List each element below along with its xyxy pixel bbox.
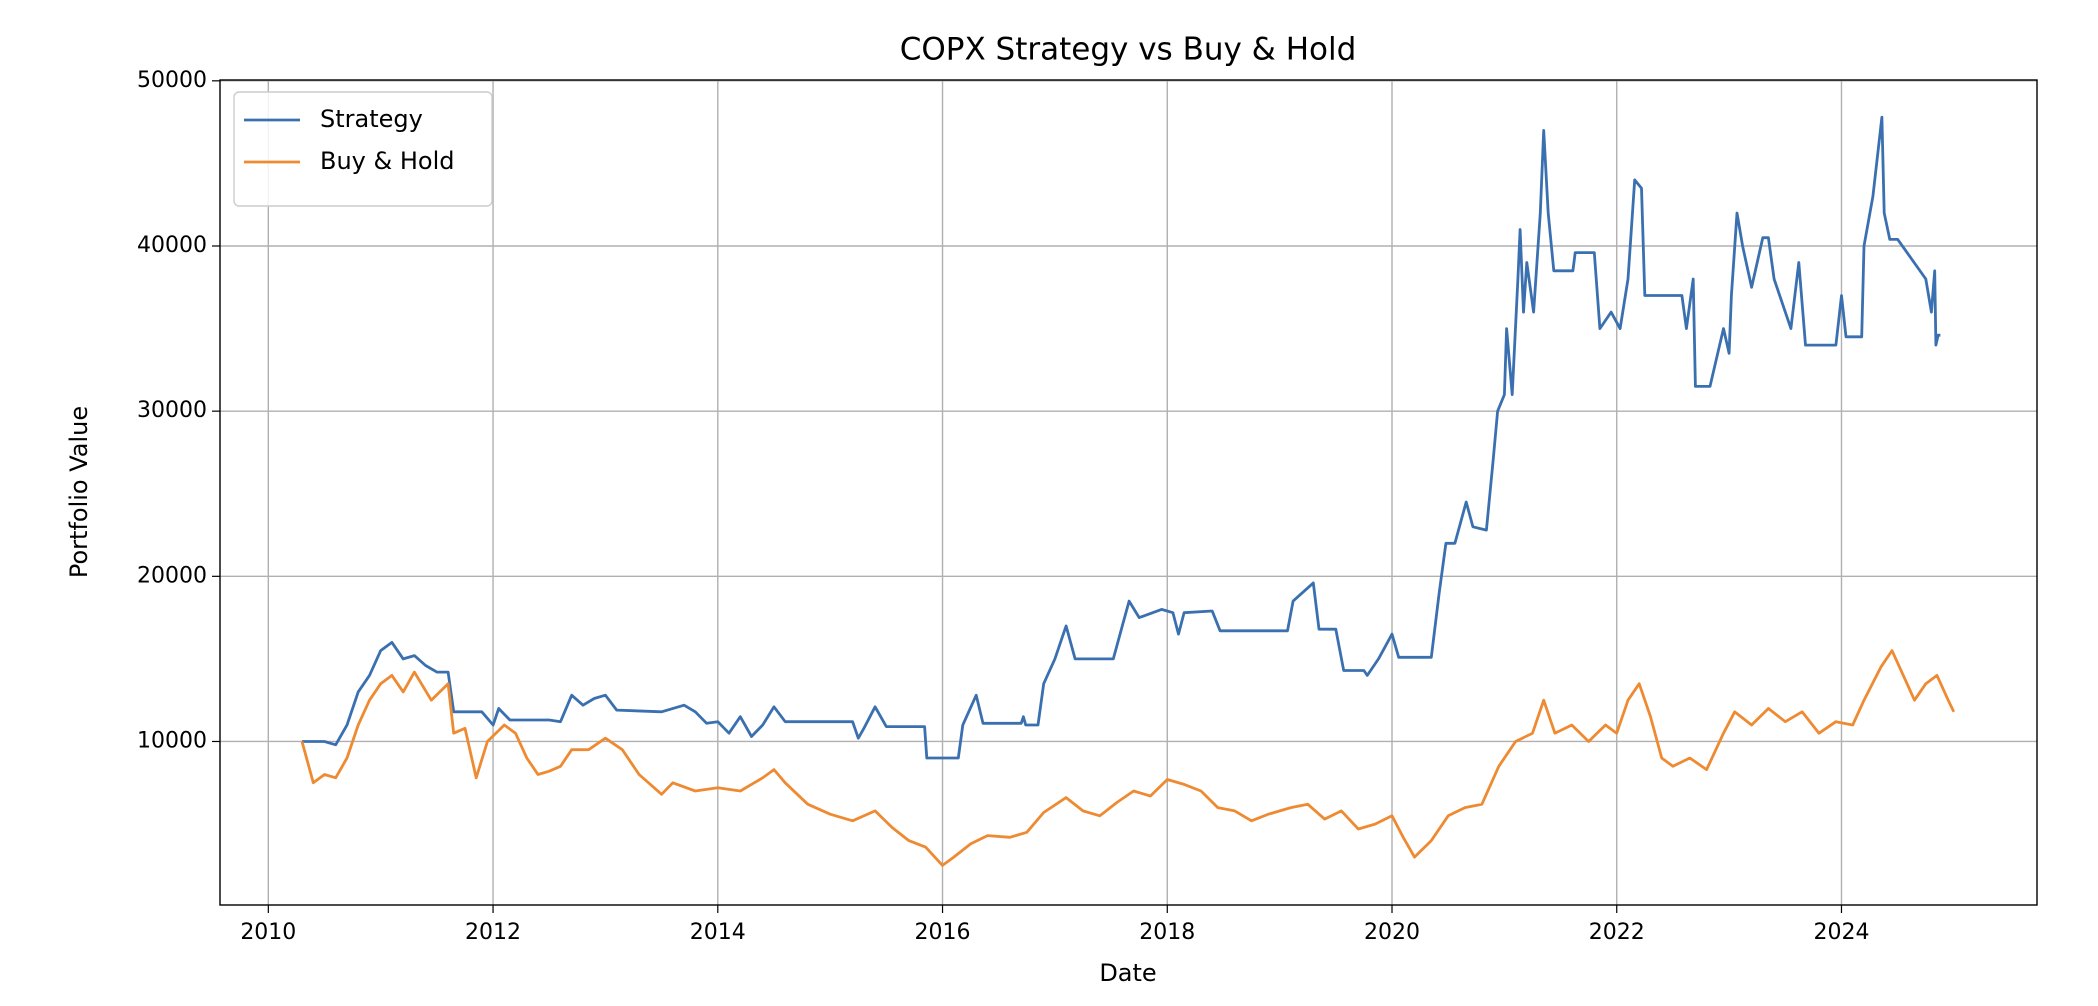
y-tick-label: 10000 bbox=[137, 728, 207, 753]
x-tick-label: 2020 bbox=[1364, 920, 1420, 945]
x-tick-label: 2018 bbox=[1139, 920, 1195, 945]
y-tick-label: 20000 bbox=[137, 563, 207, 588]
x-tick-label: 2016 bbox=[915, 920, 971, 945]
y-tick-label: 30000 bbox=[137, 398, 207, 423]
plot-frame bbox=[219, 79, 2038, 906]
x-tick-label: 2010 bbox=[240, 920, 296, 945]
y-axis-label: Portfolio Value bbox=[65, 406, 93, 578]
x-tick-label: 2014 bbox=[690, 920, 746, 945]
x-tick-label: 2024 bbox=[1813, 920, 1869, 945]
series-line bbox=[300, 649, 1956, 867]
x-tick-label: 2012 bbox=[465, 920, 521, 945]
legend-label: Strategy bbox=[320, 105, 423, 133]
y-tick-label: 40000 bbox=[137, 233, 207, 258]
x-axis-label: Date bbox=[1099, 959, 1156, 987]
y-tick-label: 50000 bbox=[137, 68, 207, 93]
series-line bbox=[302, 115, 1941, 760]
x-tick-label: 2022 bbox=[1589, 920, 1645, 945]
legend-label: Buy & Hold bbox=[320, 147, 454, 175]
chart-title: COPX Strategy vs Buy & Hold bbox=[900, 32, 1357, 68]
